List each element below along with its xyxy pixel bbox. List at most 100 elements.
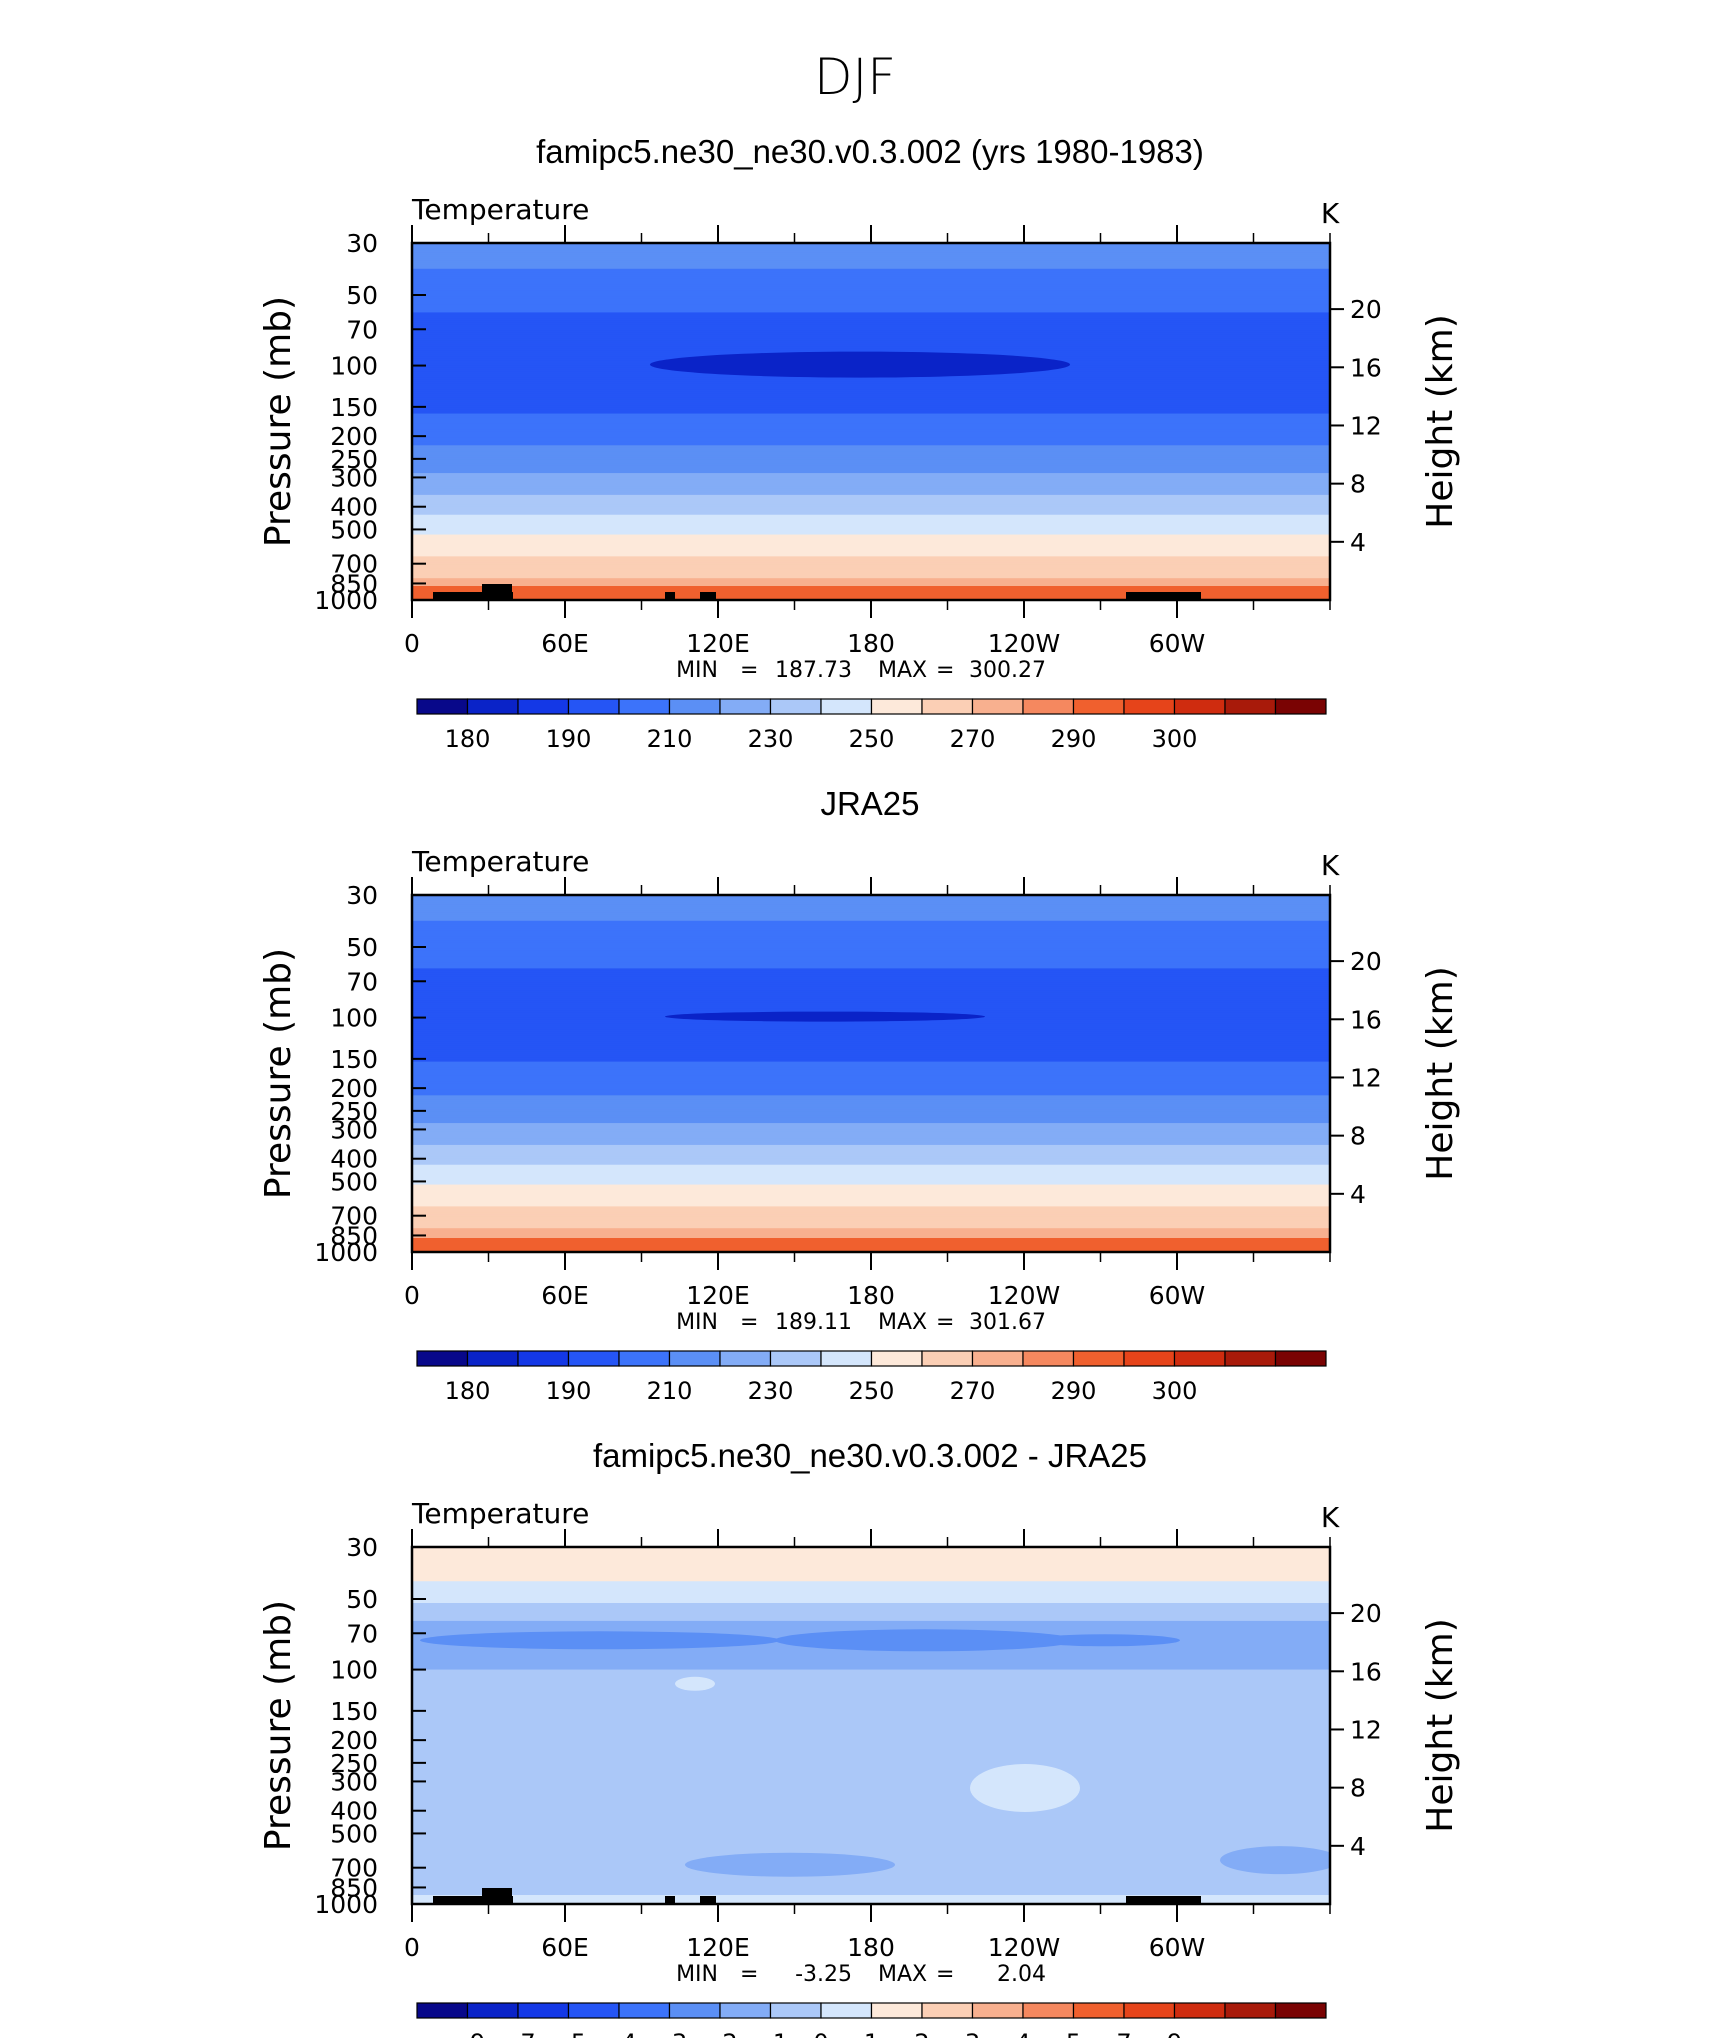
temperature-band (412, 288, 1330, 292)
temperature-band (412, 1103, 1330, 1106)
temperature-band (412, 1204, 1330, 1207)
max-label: MAX (878, 1310, 927, 1335)
temperature-band (412, 387, 1330, 391)
colorbar-swatch (567, 1350, 620, 1367)
temperature-band (412, 540, 1330, 544)
temperature-band (412, 512, 1330, 516)
y2-tick-label: 12 (1350, 1715, 1382, 1744)
temperature-band (412, 332, 1330, 335)
colorbar-swatch (1022, 2002, 1075, 2019)
temperature-band (412, 1081, 1330, 1085)
temperature-band (412, 548, 1330, 552)
colorbar-swatch (1173, 1350, 1226, 1367)
temperature-band (412, 576, 1330, 579)
colorbar-swatch (1072, 2002, 1125, 2019)
temperature-band (412, 1218, 1330, 1221)
temperature-band (412, 895, 1330, 898)
y2-tick-label: 20 (1350, 947, 1382, 976)
temperature-band (412, 934, 1330, 938)
temperature-band (412, 1234, 1330, 1237)
temperature-band (412, 441, 1330, 444)
temperature-band (412, 1107, 1330, 1110)
y-tick-label: 500 (330, 1167, 378, 1196)
temperature-band (412, 1101, 1330, 1104)
temperature-band (412, 998, 1330, 1001)
temperature-band (412, 1043, 1330, 1047)
temperature-band (412, 502, 1330, 506)
temperature-band (412, 326, 1330, 329)
colorbar-label: 250 (849, 1377, 895, 1405)
temperature-band (412, 962, 1330, 966)
temperature-band (412, 910, 1330, 914)
temperature-band (412, 956, 1330, 960)
temperature-band (412, 500, 1330, 504)
max-value: 301.67 (969, 1310, 1046, 1335)
temperature-band (412, 1131, 1330, 1134)
units-label: K (1321, 197, 1340, 230)
colorbar-swatch (618, 2002, 671, 2019)
y-tick-label: 100 (330, 1004, 378, 1033)
temperature-band (412, 1224, 1330, 1227)
temperature-band (412, 916, 1330, 920)
temperature-band (412, 379, 1330, 383)
temperature-band (412, 1083, 1330, 1086)
temperature-band (412, 556, 1330, 559)
units-label: K (1321, 849, 1340, 882)
temperature-band (412, 421, 1330, 425)
temperature-band (412, 461, 1330, 464)
temperature-band (412, 407, 1330, 411)
contour-field (412, 243, 1330, 600)
temperature-band (412, 1212, 1330, 1215)
colorbar-swatch (668, 698, 721, 715)
y-tick-label: 100 (330, 1656, 378, 1685)
temperature-band (412, 1134, 1330, 1138)
colorbar-label: 290 (1051, 1377, 1097, 1405)
colorbar-swatch (870, 2002, 923, 2019)
temperature-band (412, 473, 1330, 476)
temperature-band (412, 568, 1330, 571)
y2-tick-label: 16 (1350, 1657, 1382, 1686)
temperature-band (412, 350, 1330, 353)
temperature-band (412, 463, 1330, 466)
y2-tick-label: 16 (1350, 1005, 1382, 1034)
x-tick-label: 120E (686, 1281, 750, 1310)
temperature-band (412, 970, 1330, 973)
y-axis-title: Pressure (mb) (258, 1600, 299, 1851)
positive-anomaly (412, 1895, 1330, 1904)
temperature-band (412, 1154, 1330, 1158)
temperature-band (412, 1133, 1330, 1136)
temperature-band (412, 1027, 1330, 1031)
temperature-band (412, 952, 1330, 956)
positive-anomaly (970, 1763, 1080, 1812)
y-tick-label: 300 (330, 463, 378, 492)
temperature-band (412, 270, 1330, 274)
colorbar-label: 0 (813, 2029, 828, 2038)
colorbar-swatch (416, 2002, 469, 2019)
temperature-band (412, 1162, 1330, 1166)
temperature-band (412, 401, 1330, 405)
temperature-band (412, 1008, 1330, 1011)
y2-axis-title: Height (km) (1420, 966, 1461, 1180)
temperature-band (412, 302, 1330, 306)
temperature-band (412, 1117, 1330, 1120)
temperature-band (412, 1140, 1330, 1144)
colorbar-swatch (870, 1350, 923, 1367)
temperature-band (412, 932, 1330, 936)
min-label: MIN (676, 1310, 718, 1335)
colorbar-swatch (567, 2002, 620, 2019)
colorbar-swatch (618, 1350, 671, 1367)
y-tick-label: 850 (330, 1221, 378, 1250)
colorbar-swatch (517, 1350, 570, 1367)
temperature-band (412, 966, 1330, 969)
temperature-band (412, 908, 1330, 912)
x-tick-label: 60E (541, 629, 589, 658)
colorbar-swatch (1224, 2002, 1277, 2019)
temperature-band (412, 348, 1330, 351)
max-equals: = (936, 1962, 954, 1987)
temperature-band (412, 1059, 1330, 1063)
y-tick-label: 400 (330, 1797, 378, 1826)
temperature-band (412, 516, 1330, 520)
temperature-band (412, 528, 1330, 532)
temperature-band (412, 520, 1330, 524)
topography-mask (482, 1888, 512, 1904)
